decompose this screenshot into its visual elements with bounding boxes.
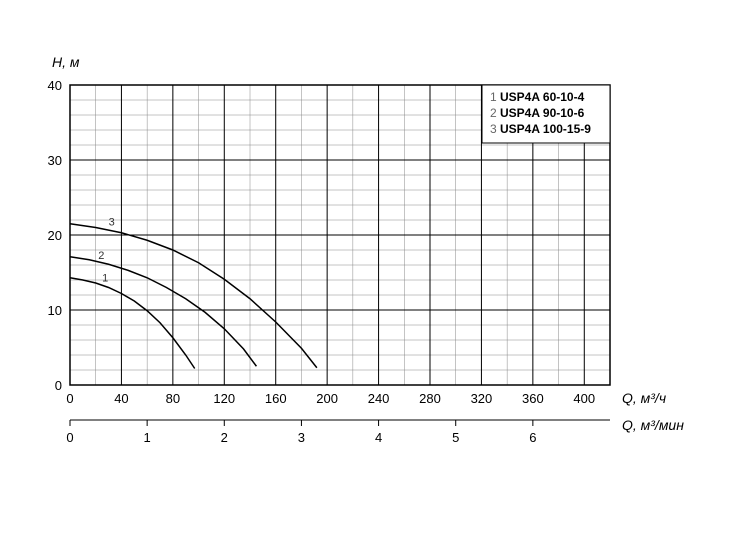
x2-tick-label: 6 bbox=[529, 430, 536, 445]
x1-tick-label: 400 bbox=[573, 391, 595, 406]
x2-tick-label: 0 bbox=[66, 430, 73, 445]
curve-label-2: 2 bbox=[98, 250, 104, 262]
pump-curve-chart: H, м010203040040801201602002402803203604… bbox=[0, 0, 730, 560]
legend-label: USP4A 100-15-9 bbox=[500, 122, 591, 136]
curve-label-3: 3 bbox=[109, 216, 115, 228]
x1-tick-label: 360 bbox=[522, 391, 544, 406]
legend-label: USP4A 90-10-6 bbox=[500, 106, 585, 120]
x1-tick-label: 120 bbox=[213, 391, 235, 406]
curve-label-1: 1 bbox=[102, 273, 108, 285]
x2-tick-label: 4 bbox=[375, 430, 382, 445]
x2-tick-label: 3 bbox=[298, 430, 305, 445]
x1-tick-label: 0 bbox=[66, 391, 73, 406]
x1-tick-label: 320 bbox=[471, 391, 493, 406]
curve-2 bbox=[70, 257, 256, 367]
x1-tick-label: 160 bbox=[265, 391, 287, 406]
y-tick-label: 20 bbox=[48, 228, 62, 243]
curve-3 bbox=[70, 224, 317, 368]
y-tick-label: 30 bbox=[48, 153, 62, 168]
x2-axis-title: Q, м³/мин bbox=[622, 417, 684, 433]
x1-tick-label: 280 bbox=[419, 391, 441, 406]
y-tick-label: 0 bbox=[55, 378, 62, 393]
y-axis-title: H, м bbox=[52, 54, 80, 70]
legend-num: 2 bbox=[490, 106, 497, 120]
legend-num: 1 bbox=[490, 90, 497, 104]
y-tick-label: 10 bbox=[48, 303, 62, 318]
x1-axis-title: Q, м³/ч bbox=[622, 390, 666, 406]
x2-tick-label: 1 bbox=[144, 430, 151, 445]
legend-num: 3 bbox=[490, 122, 497, 136]
x1-tick-label: 240 bbox=[368, 391, 390, 406]
y-tick-label: 40 bbox=[48, 78, 62, 93]
x2-tick-label: 2 bbox=[221, 430, 228, 445]
x1-tick-label: 200 bbox=[316, 391, 338, 406]
x1-tick-label: 40 bbox=[114, 391, 128, 406]
x1-tick-label: 80 bbox=[166, 391, 180, 406]
x2-tick-label: 5 bbox=[452, 430, 459, 445]
legend-label: USP4A 60-10-4 bbox=[500, 90, 585, 104]
